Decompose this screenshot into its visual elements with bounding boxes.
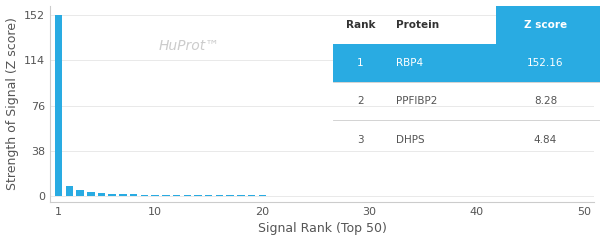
Bar — [76, 190, 84, 196]
Y-axis label: Strength of Signal (Z score): Strength of Signal (Z score) — [5, 17, 19, 190]
Text: 152.16: 152.16 — [527, 58, 564, 68]
Text: Rank: Rank — [346, 20, 375, 30]
Bar — [184, 195, 191, 196]
Text: 2: 2 — [357, 96, 364, 106]
Bar — [162, 195, 170, 196]
Bar — [280, 195, 287, 196]
Text: Protein: Protein — [397, 20, 439, 30]
Bar — [119, 194, 127, 196]
X-axis label: Signal Rank (Top 50): Signal Rank (Top 50) — [258, 222, 387, 235]
Bar — [269, 195, 277, 196]
Bar — [215, 195, 223, 196]
Text: DHPS: DHPS — [397, 135, 425, 145]
Text: 3: 3 — [357, 135, 364, 145]
Text: PPFIBP2: PPFIBP2 — [397, 96, 437, 106]
Bar — [98, 193, 105, 196]
Bar — [205, 195, 212, 196]
Bar — [226, 195, 234, 196]
Bar — [87, 192, 95, 196]
Bar — [259, 195, 266, 196]
Bar — [65, 186, 73, 196]
Bar — [109, 194, 116, 196]
Bar — [151, 195, 159, 196]
Text: 1: 1 — [357, 58, 364, 68]
Bar — [140, 195, 148, 196]
Text: 8.28: 8.28 — [534, 96, 557, 106]
Bar — [173, 195, 180, 196]
Text: RBP4: RBP4 — [397, 58, 424, 68]
Text: 4.84: 4.84 — [534, 135, 557, 145]
Bar — [55, 15, 62, 196]
Bar — [194, 195, 202, 196]
Text: Z score: Z score — [524, 20, 567, 30]
Bar — [248, 195, 255, 196]
Bar — [130, 194, 137, 196]
Bar — [237, 195, 245, 196]
Text: HuProt™: HuProt™ — [159, 39, 220, 53]
